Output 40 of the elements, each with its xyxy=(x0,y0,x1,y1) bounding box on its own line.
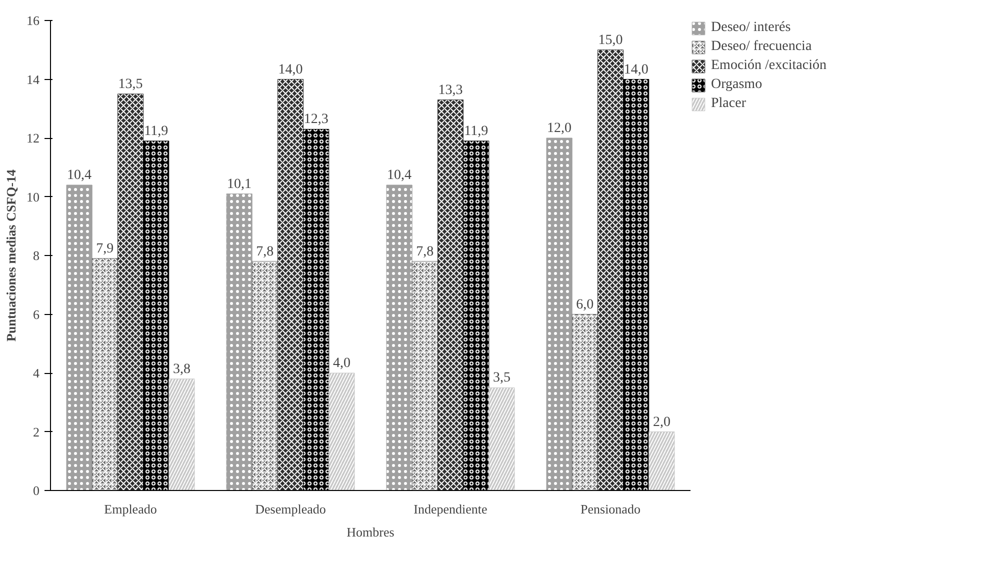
x-tick-label: Desempleado xyxy=(255,502,326,516)
x-tick-label: Independiente xyxy=(414,502,488,516)
legend-label: Emoción /excitación xyxy=(711,58,826,74)
y-tick-label: 0 xyxy=(33,483,40,498)
data-label: 2,0 xyxy=(652,414,670,430)
data-label: 11,9 xyxy=(464,124,488,139)
data-label: 14,0 xyxy=(624,62,648,78)
y-tick-label: 10 xyxy=(26,189,40,204)
data-label: 3,5 xyxy=(492,370,510,386)
data-label: 12,3 xyxy=(304,112,328,128)
y-tick-label: 12 xyxy=(26,130,40,146)
data-label: 13,3 xyxy=(438,82,463,98)
data-label: 11,9 xyxy=(144,124,168,139)
data-label: 15,0 xyxy=(598,32,623,48)
y-tick-label: 8 xyxy=(33,248,40,263)
data-label: 12,0 xyxy=(547,121,572,136)
data-label: 14,0 xyxy=(278,62,303,78)
data-label: 7,8 xyxy=(416,244,434,260)
data-label: 13,5 xyxy=(118,76,143,92)
y-tick-label: 2 xyxy=(33,424,40,440)
data-label: 10,1 xyxy=(227,176,252,192)
legend-label: Placer xyxy=(711,96,746,112)
y-tick-label: 6 xyxy=(33,306,40,322)
x-axis-title: Hombres xyxy=(346,524,394,540)
data-label: 6,0 xyxy=(576,297,594,312)
data-label: 3,8 xyxy=(172,362,190,377)
y-tick-label: 16 xyxy=(26,13,40,28)
data-label: 10,4 xyxy=(387,168,412,183)
y-tick-label: 14 xyxy=(26,72,40,87)
legend-label: Orgasmo xyxy=(711,77,762,93)
x-tick-label: Empleado xyxy=(104,502,157,516)
y-tick-label: 4 xyxy=(33,366,40,380)
legend-label: Deseo/ frecuencia xyxy=(711,39,812,55)
data-label: 4,0 xyxy=(332,356,350,371)
x-tick-label: Pensionado xyxy=(580,502,640,516)
data-label: 7,9 xyxy=(96,241,114,256)
data-label: 7,8 xyxy=(256,244,274,260)
y-axis-title: Puntuaciones medias CSFQ-14 xyxy=(4,169,18,342)
data-label: 10,4 xyxy=(67,168,92,183)
legend-label: Deseo/ interés xyxy=(711,20,791,36)
